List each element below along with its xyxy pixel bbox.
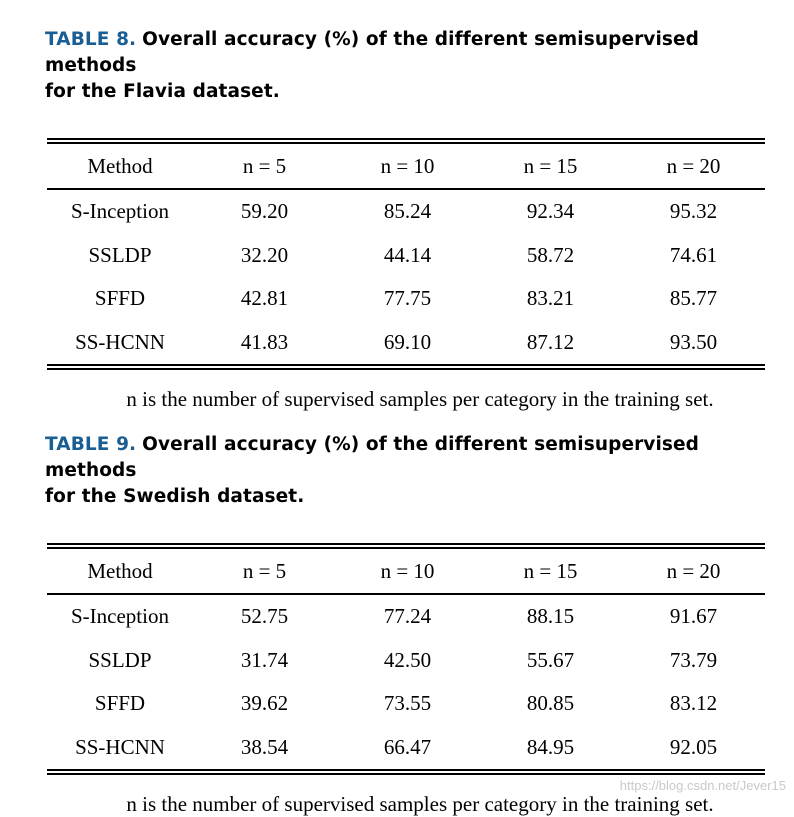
- table-9-label: TABLE 9.: [45, 434, 137, 455]
- table-row: SSLDP 32.20 44.14 58.72 74.61: [47, 234, 765, 278]
- table-cell: 38.54: [240, 734, 289, 759]
- table-cell: 84.95: [526, 734, 575, 759]
- table-cell: 77.24: [383, 604, 432, 629]
- table-cell: SS-HCNN: [75, 734, 165, 759]
- table-cell: 83.21: [526, 286, 575, 311]
- table-cell: 44.14: [383, 242, 432, 267]
- table-9-header-row: Method n = 5 n = 10 n = 15 n = 20: [47, 549, 765, 593]
- table-cell: 92.05: [669, 734, 718, 759]
- table-cell: 87.12: [526, 329, 575, 354]
- table-cell: 92.34: [526, 199, 575, 224]
- table-cell: 85.77: [669, 286, 718, 311]
- table-cell: SFFD: [94, 691, 146, 716]
- column-header-n20: n = 20: [666, 558, 721, 583]
- column-header-method: Method: [87, 558, 153, 583]
- table-row: S-Inception 59.20 85.24 92.34 95.32: [47, 190, 765, 234]
- table-row: SFFD 42.81 77.75 83.21 85.77: [47, 277, 765, 321]
- table-8: Method n = 5 n = 10 n = 15 n = 20: [47, 144, 765, 188]
- table-cell: 80.85: [526, 691, 575, 716]
- table-8-caption-line2: for the Flavia dataset.: [45, 81, 280, 102]
- table-row: SS-HCNN 41.83 69.10 87.12 93.50: [47, 321, 765, 365]
- table-cell: 52.75: [240, 604, 289, 629]
- table-cell: 41.83: [240, 329, 289, 354]
- table-row: SS-HCNN 38.54 66.47 84.95 92.05: [47, 726, 765, 770]
- table-cell: 55.67: [526, 647, 575, 672]
- table-row: SSLDP 31.74 42.50 55.67 73.79: [47, 639, 765, 683]
- column-header-n20: n = 20: [666, 153, 721, 178]
- column-header-n5: n = 5: [242, 153, 287, 178]
- table-cell: 74.61: [669, 242, 718, 267]
- table-cell: 73.55: [383, 691, 432, 716]
- table-cell: 95.32: [669, 199, 718, 224]
- table-9-body: S-Inception 52.75 77.24 88.15 91.67 SSLD…: [47, 595, 765, 769]
- table-8-top-rule: [47, 138, 765, 144]
- table-8-header-rule: [47, 188, 765, 190]
- table-row: SFFD 39.62 73.55 80.85 83.12: [47, 682, 765, 726]
- table-cell: 83.12: [669, 691, 718, 716]
- column-header-method: Method: [87, 153, 153, 178]
- table-cell: 93.50: [669, 329, 718, 354]
- table-9-bottom-rule: [47, 769, 765, 775]
- table-9-caption-line1: Overall accuracy (%) of the different se…: [45, 434, 700, 481]
- table-9-caption: TABLE 9. Overall accuracy (%) of the diff…: [45, 432, 765, 510]
- table-9-top-rule: [47, 543, 765, 549]
- table-cell: 91.67: [669, 604, 718, 629]
- table-8-label: TABLE 8.: [45, 29, 137, 50]
- table-cell: 42.81: [240, 286, 289, 311]
- table-cell: SSLDP: [88, 242, 152, 267]
- table-cell: S-Inception: [71, 604, 169, 629]
- table-9-header-rule: [47, 593, 765, 595]
- table-cell: 69.10: [383, 329, 432, 354]
- table-8-block: TABLE 8. Overall accuracy (%) of the diff…: [45, 27, 765, 412]
- column-header-n15: n = 15: [523, 153, 578, 178]
- column-header-n10: n = 10: [380, 558, 435, 583]
- table-cell: 77.75: [383, 286, 432, 311]
- table-8-note: n is the number of supervised samples pe…: [126, 387, 714, 411]
- table-cell: SSLDP: [88, 647, 152, 672]
- column-header-n15: n = 15: [523, 558, 578, 583]
- table-9-caption-line2: for the Swedish dataset.: [45, 486, 305, 507]
- table-cell: SFFD: [94, 286, 146, 311]
- watermark: https://blog.csdn.net/Jever15: [619, 778, 786, 793]
- table-8-bottom-rule: [47, 364, 765, 370]
- table-cell: 73.79: [669, 647, 718, 672]
- table-8-header-row: Method n = 5 n = 10 n = 15 n = 20: [47, 144, 765, 188]
- table-cell: SS-HCNN: [75, 329, 165, 354]
- table-9-block: TABLE 9. Overall accuracy (%) of the diff…: [45, 432, 765, 817]
- table-cell: 88.15: [526, 604, 575, 629]
- table-cell: 85.24: [383, 199, 432, 224]
- table-8-body: S-Inception 59.20 85.24 92.34 95.32 SSLD…: [47, 190, 765, 364]
- table-cell: 42.50: [383, 647, 432, 672]
- column-header-n5: n = 5: [242, 558, 287, 583]
- table-8-caption-line1: Overall accuracy (%) of the different se…: [45, 29, 700, 76]
- table-cell: 58.72: [526, 242, 575, 267]
- table-cell: 31.74: [240, 647, 289, 672]
- table-cell: S-Inception: [71, 199, 169, 224]
- table-8-caption: TABLE 8. Overall accuracy (%) of the diff…: [45, 27, 765, 105]
- column-header-n10: n = 10: [380, 153, 435, 178]
- table-cell: 32.20: [240, 242, 289, 267]
- table-row: S-Inception 52.75 77.24 88.15 91.67: [47, 595, 765, 639]
- table-cell: 39.62: [240, 691, 289, 716]
- table-9-note: n is the number of supervised samples pe…: [126, 792, 714, 816]
- table-cell: 66.47: [383, 734, 432, 759]
- table-9: Method n = 5 n = 10 n = 15 n = 20: [47, 549, 765, 593]
- table-cell: 59.20: [240, 199, 289, 224]
